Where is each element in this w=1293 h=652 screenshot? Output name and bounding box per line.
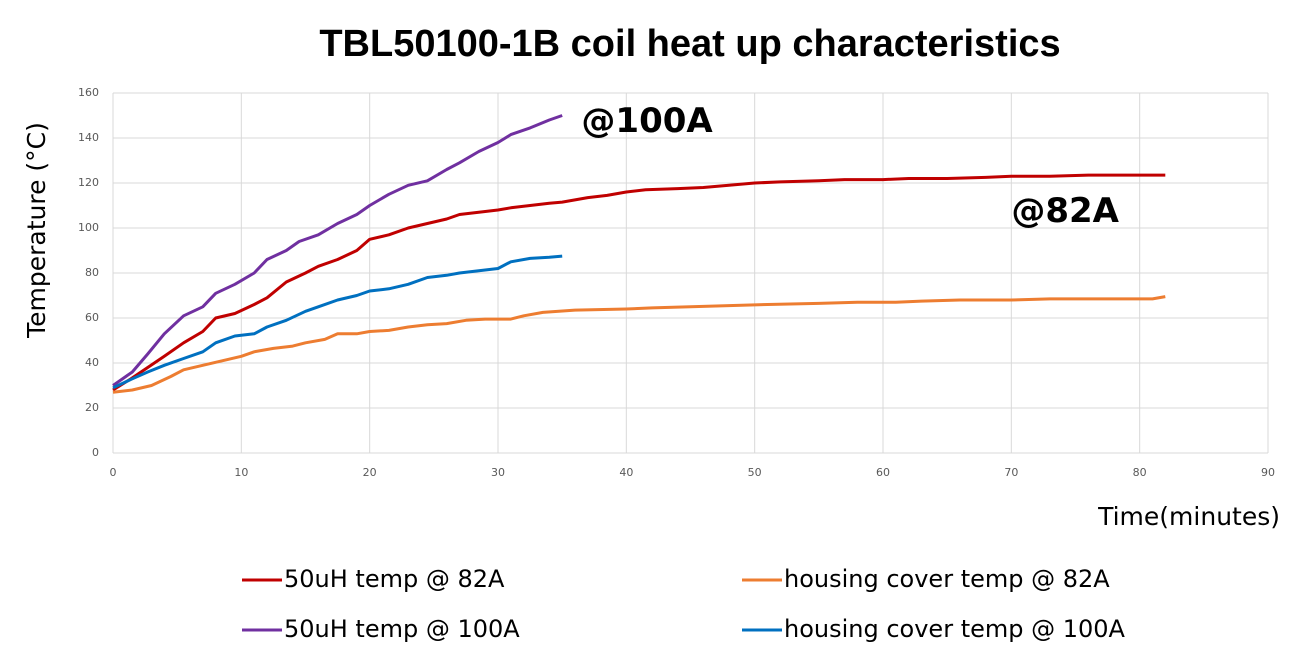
x-tick-label: 40 xyxy=(619,466,633,479)
annotation: @82A xyxy=(1011,191,1119,231)
x-tick-label: 30 xyxy=(491,466,505,479)
series-line xyxy=(112,295,1166,394)
x-tick-label: 70 xyxy=(1004,466,1018,479)
legend-label: 50uH temp @ 82A xyxy=(284,565,505,593)
series-line xyxy=(112,254,563,390)
x-tick-label: 20 xyxy=(363,466,377,479)
series-line xyxy=(112,173,1166,392)
y-tick-label: 0 xyxy=(92,446,99,459)
series-line xyxy=(112,114,563,387)
x-tick-label: 60 xyxy=(876,466,890,479)
legend-label: housing cover temp @ 100A xyxy=(784,615,1126,643)
x-tick-label: 10 xyxy=(234,466,248,479)
y-tick-label: 160 xyxy=(78,86,99,99)
y-tick-label: 20 xyxy=(85,401,99,414)
x-tick-label: 90 xyxy=(1261,466,1275,479)
y-tick-label: 120 xyxy=(78,176,99,189)
x-axis-label: Time(minutes) xyxy=(1097,502,1280,531)
legend-label: 50uH temp @ 100A xyxy=(284,615,520,643)
y-tick-label: 40 xyxy=(85,356,99,369)
y-tick-label: 80 xyxy=(85,266,99,279)
y-tick-label: 140 xyxy=(78,131,99,144)
x-tick-label: 0 xyxy=(110,466,117,479)
y-tick-label: 100 xyxy=(78,221,99,234)
y-tick-label: 60 xyxy=(85,311,99,324)
x-tick-label: 80 xyxy=(1133,466,1147,479)
annotation: @100A xyxy=(581,101,713,141)
legend-label: housing cover temp @ 82A xyxy=(784,565,1110,593)
x-tick-label: 50 xyxy=(748,466,762,479)
y-axis-label: Temperature (°C) xyxy=(22,122,51,339)
chart-title: TBL50100-1B coil heat up characteristics xyxy=(319,23,1060,65)
